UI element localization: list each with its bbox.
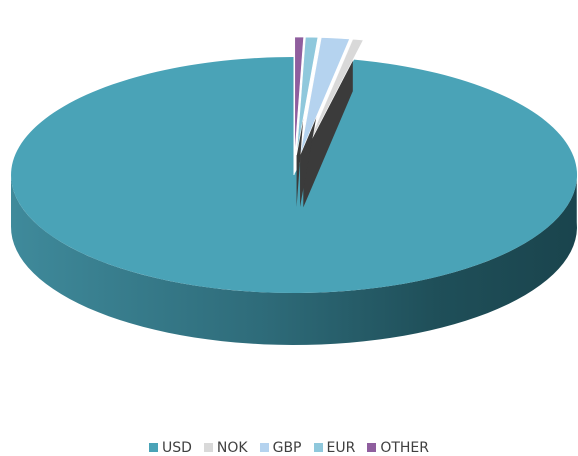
legend-label-gbp: GBP [272, 439, 302, 456]
legend-swatch-nok [203, 443, 213, 452]
legend-label-other: OTHER [380, 439, 429, 456]
pie-slice-nok [303, 38, 364, 208]
pie-slice-other [294, 36, 304, 156]
pie-slice-usd [11, 57, 578, 345]
legend-label-eur: EUR [326, 439, 356, 456]
pie-slice-top-nok [303, 38, 364, 156]
legend-item-other: OTHER [367, 440, 429, 456]
legend-label-nok: NOK [216, 439, 248, 456]
legend-label-usd: USD [161, 439, 192, 456]
legend-item-nok: NOK [203, 439, 248, 456]
pie-slice-top-other [294, 36, 304, 156]
pie-slice-eur [296, 36, 319, 208]
legend-swatch-usd [148, 443, 158, 452]
pie-slice-top-eur [296, 36, 319, 156]
pie-plot-area [11, 36, 578, 345]
pie-slice-gbp [299, 37, 350, 208]
legend-item-usd: USD [148, 439, 192, 456]
legend-swatch-eur [313, 443, 323, 452]
legend-swatch-gbp [259, 443, 269, 452]
legend-item-eur: EUR [313, 439, 356, 456]
pie-slice-side-usd [11, 170, 577, 345]
pie-slice-top-usd [11, 57, 578, 294]
legend-swatch-other [367, 443, 377, 452]
pie-slice-top-gbp [299, 37, 350, 156]
legend-item-gbp: GBP [259, 439, 302, 456]
chart-legend: USD NOK GBP EUR OTHER [0, 439, 578, 456]
